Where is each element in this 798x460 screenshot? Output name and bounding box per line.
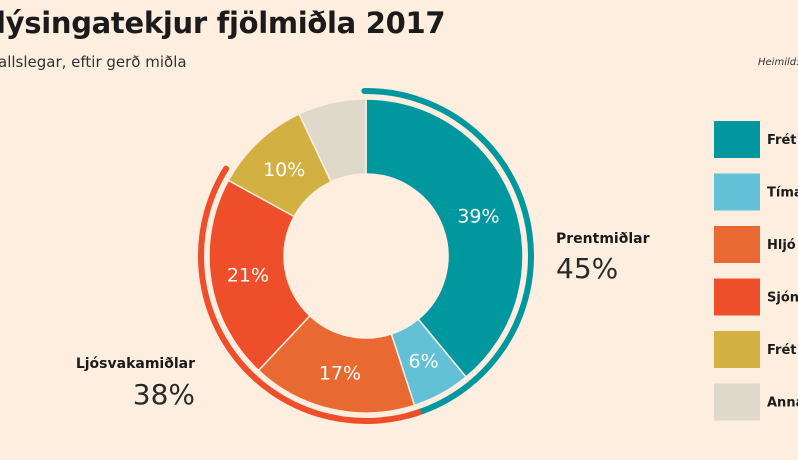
legend-label-2: Hljó [767,238,796,253]
slice-label-0: 39% [457,206,499,228]
group-arc-0 [361,88,534,419]
legend-swatch-5 [714,383,760,421]
source-note: Heimild: [758,57,798,68]
legend-label-1: Tíma [767,186,798,201]
legend-label-3: Sjón [767,291,798,306]
slice-label-3: 21% [227,265,269,287]
page-title: lýsingatekjur fjölmiðla 2017 [0,6,446,40]
slice-3 [208,179,311,372]
group-arc-1 [198,165,422,424]
slice-2 [257,314,416,414]
legend-swatch-2 [714,226,760,263]
slice-labels: 39% 6% 17% 21% 10% [227,159,500,385]
legend-label-4: Frét [767,343,797,358]
legend-swatch-4 [714,331,760,368]
slice-5 [298,98,367,183]
slice-label-4: 10% [263,159,305,181]
legend-swatch-3 [714,278,760,316]
donut-slices [208,98,524,414]
group-name-broadcast: Ljósvakamiðlar [76,356,195,372]
group-percent-print: 45% [556,252,618,285]
slice-label-1: 6% [408,351,438,373]
page-subtitle: allslegar, eftir gerð miðla [0,53,187,71]
slice-label-2: 17% [319,363,361,385]
group-arcs [198,88,534,424]
group-name-print: Prentmiðlar [556,231,650,247]
legend: Frét Tíma Hljó Sjón Frét Anna [714,121,798,421]
legend-swatch-0 [714,121,760,158]
legend-label-5: Anna [767,396,798,411]
group-percent-broadcast: 38% [133,378,195,411]
legend-swatch-1 [714,173,760,211]
legend-label-0: Frét [767,133,797,148]
slice-0 [365,98,524,379]
